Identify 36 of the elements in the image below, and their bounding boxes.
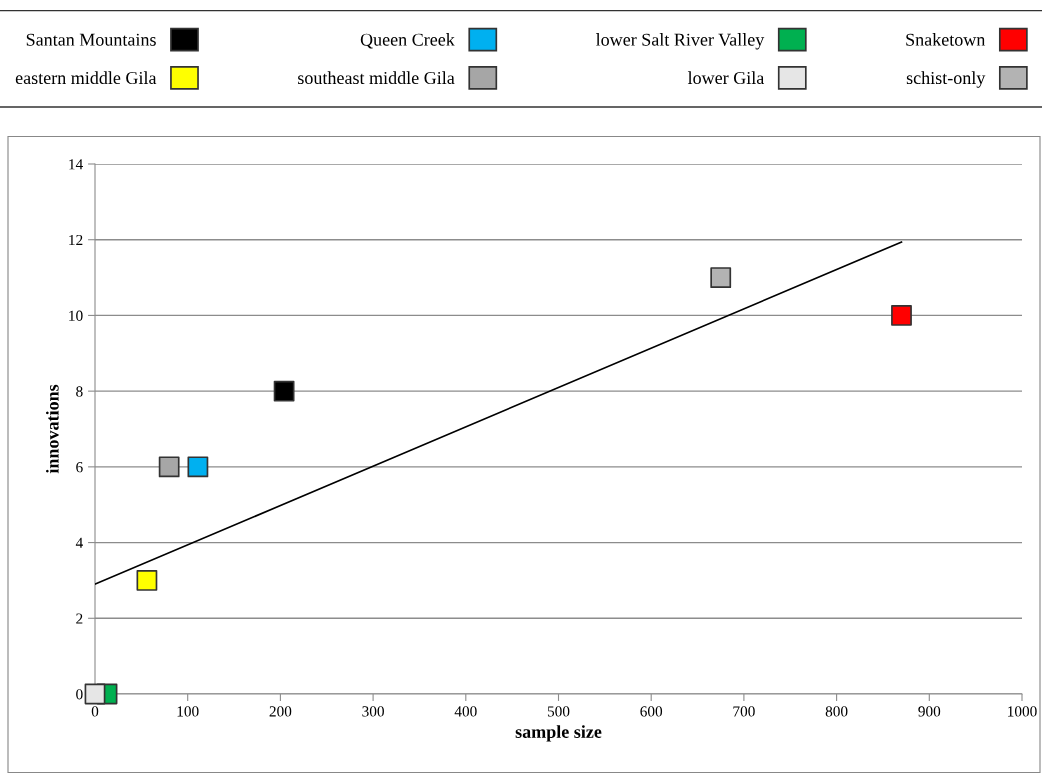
point xyxy=(136,570,158,591)
y-tick-label: 4 xyxy=(75,537,83,548)
point xyxy=(891,305,912,326)
x-tick-label: 700 xyxy=(733,706,755,717)
x-tick-label: 800 xyxy=(825,706,848,717)
x-tick-label: 0 xyxy=(91,706,99,717)
y-tick-label: 8 xyxy=(76,386,83,397)
point xyxy=(710,267,732,288)
legend-label: lower Gila xyxy=(687,71,765,85)
x-tick-label: 500 xyxy=(547,706,570,717)
legend-label: southeast middle Gila xyxy=(298,71,455,85)
x-tick-label: 400 xyxy=(454,706,477,717)
x-tick-label: 900 xyxy=(918,706,941,717)
x-axis-title: sample size xyxy=(515,725,602,742)
x-tick-label: 300 xyxy=(362,706,384,717)
x-tick-label: 200 xyxy=(269,706,292,717)
legend-label: lower Salt River Valley xyxy=(595,33,765,50)
point xyxy=(273,380,295,402)
legend-label: schist-only xyxy=(906,71,986,88)
y-tick-label: 0 xyxy=(76,689,83,700)
x-tick-label: 600 xyxy=(640,706,663,717)
point xyxy=(158,456,180,478)
legend-label: Queen Creek xyxy=(360,33,455,49)
y-tick-label: 14 xyxy=(69,159,83,170)
y-tick-label: 10 xyxy=(69,310,83,321)
y-tick-label: 12 xyxy=(69,234,83,246)
x-tick-label: 1000 xyxy=(1008,706,1037,717)
point xyxy=(84,683,106,705)
y-axis-title: innovations xyxy=(45,384,59,474)
y-tick-label: 6 xyxy=(76,462,83,473)
legend-label: Snaketown xyxy=(906,33,986,46)
legend-label: eastern middle Gila xyxy=(15,71,157,85)
legend-label: Santan Mountains xyxy=(26,33,156,46)
y-tick-label: 2 xyxy=(76,613,83,624)
x-tick-label: 100 xyxy=(177,706,199,717)
point xyxy=(187,456,209,478)
